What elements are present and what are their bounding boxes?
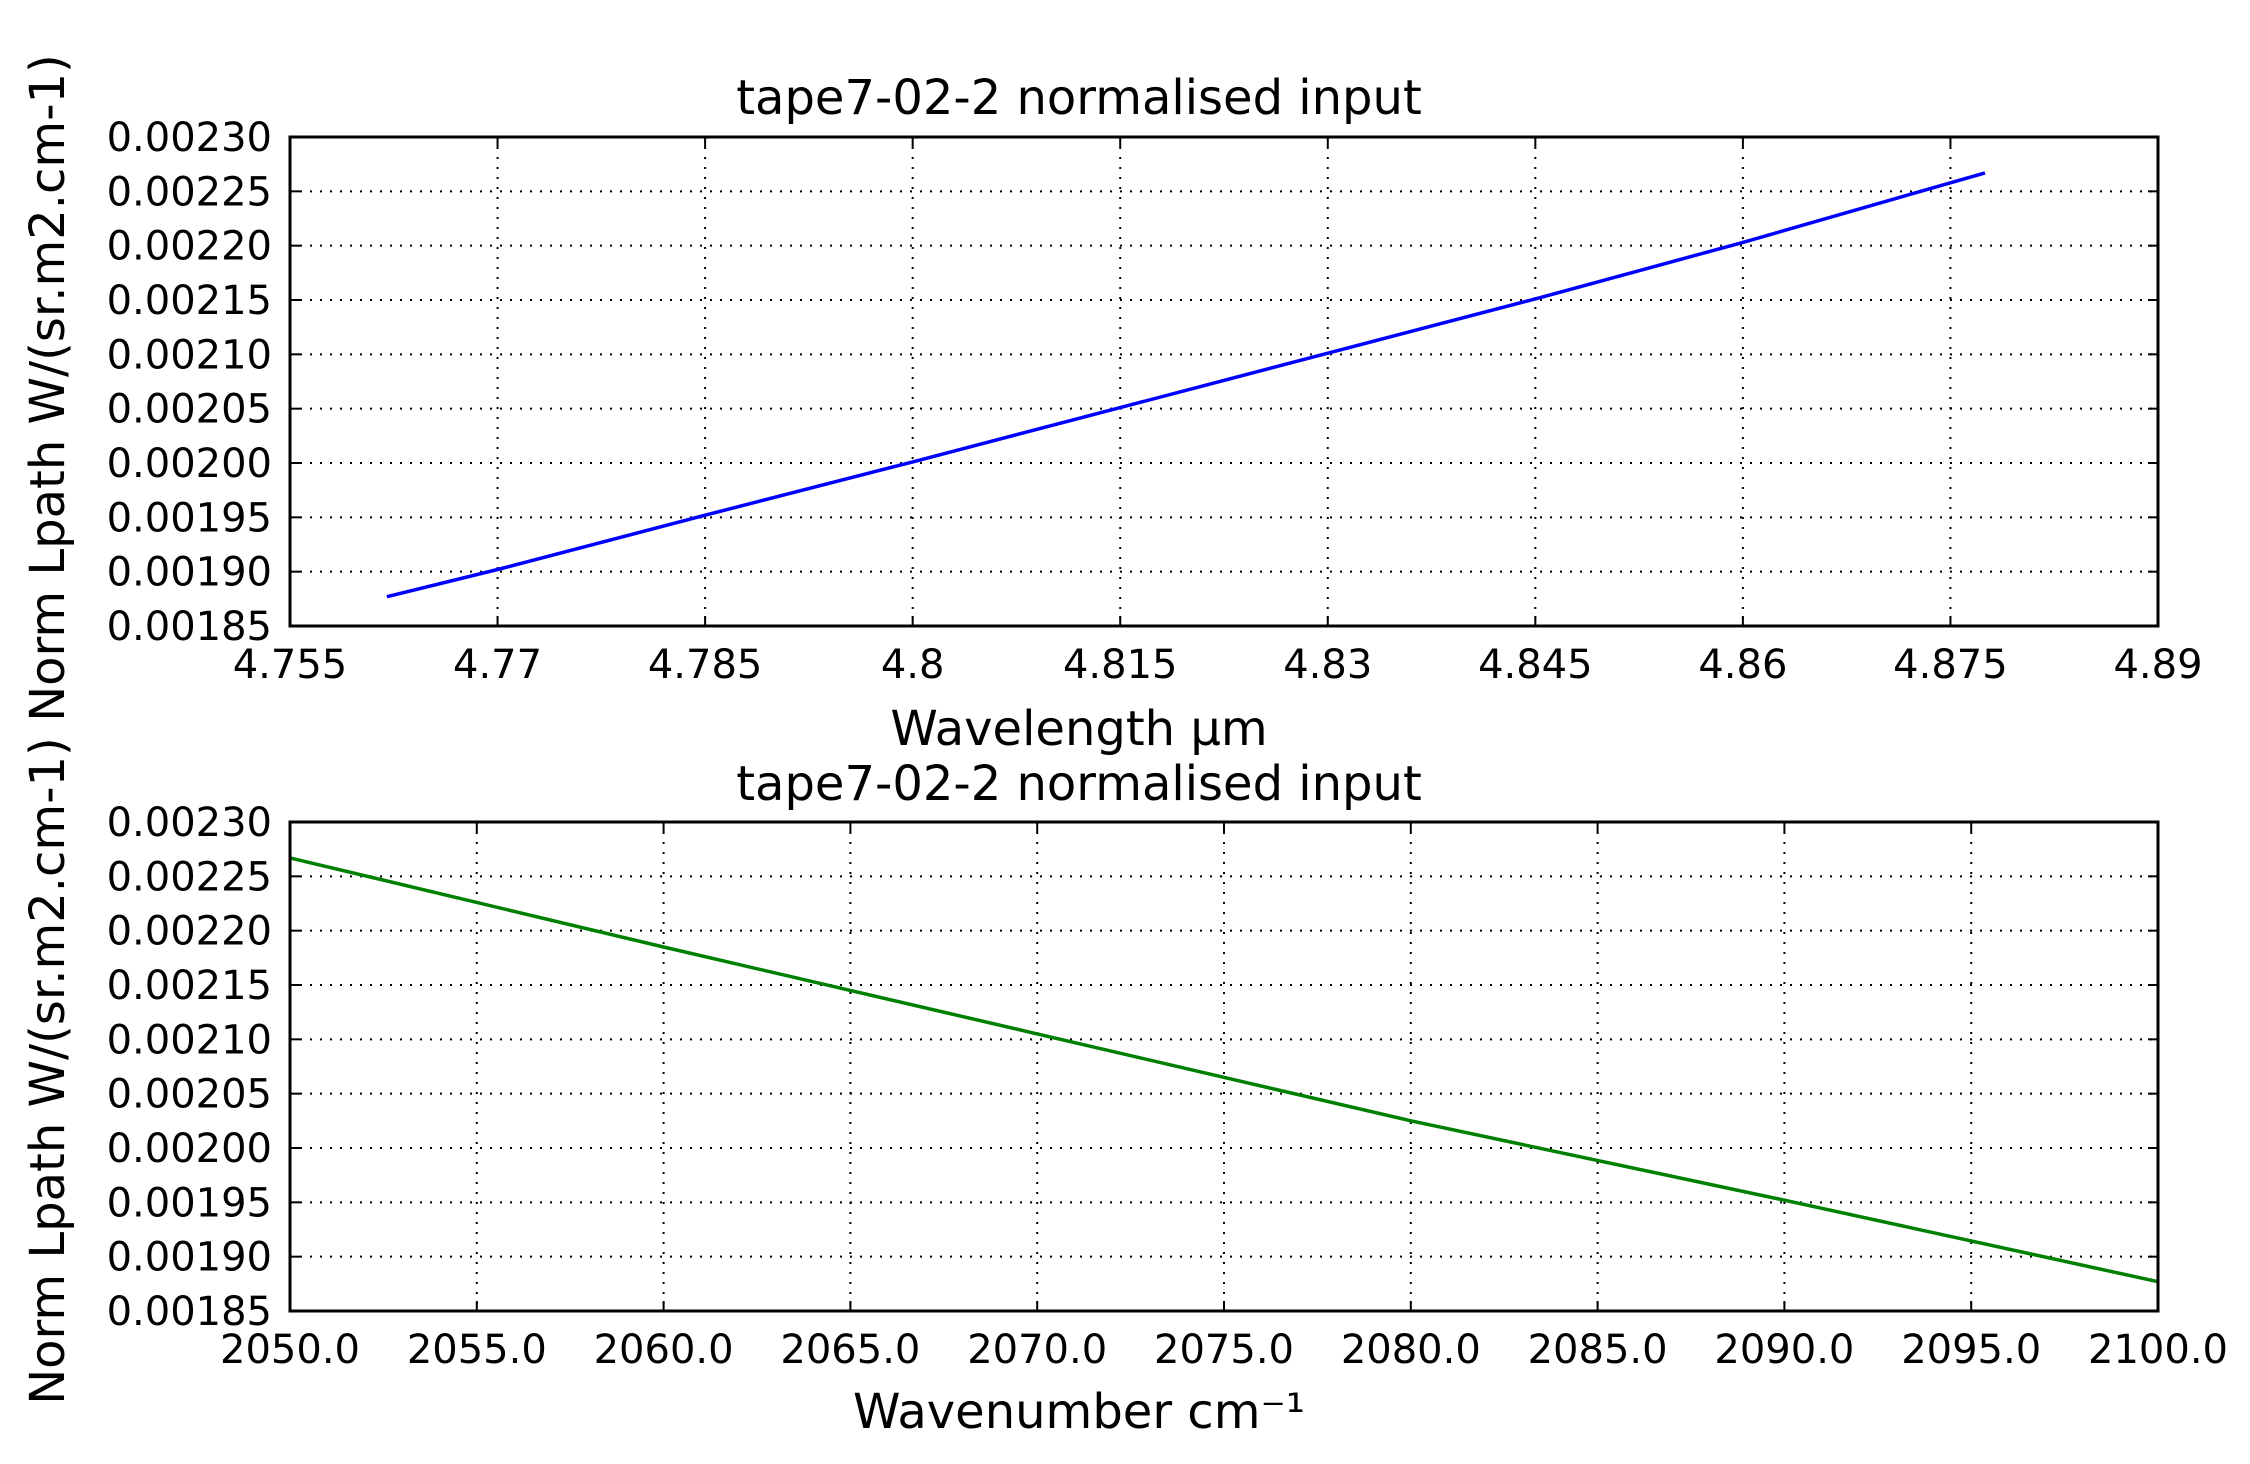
x-tick-label: 4.755 — [233, 642, 348, 688]
grid-lines — [290, 137, 2158, 626]
x-tick-label: 4.83 — [1283, 642, 1372, 688]
top-chart-wavelength: tape7-02-2 normalised input Wavelength μ… — [20, 54, 2203, 757]
x-tick-label: 4.785 — [648, 642, 763, 688]
axis-ticks: 4.755 4.77 4.785 4.8 4.815 4.83 4.845 4.86 4.875… — [107, 115, 2203, 688]
y-tick-label: 0.00185 — [107, 1289, 272, 1335]
x-tick-label: 2055.0 — [407, 1327, 547, 1373]
x-tick-label: 2065.0 — [780, 1327, 920, 1373]
y-tick-label: 0.00215 — [107, 278, 272, 324]
x-tick-label: 2100.0 — [2088, 1327, 2228, 1373]
plot-frame — [288, 135, 2160, 628]
axis-ticks: 2050.0 2055.0 2060.0 2065.0 2070.0 2075.0 2080… — [107, 800, 2228, 1373]
x-tick-label: 4.89 — [2113, 642, 2202, 688]
x-tick-label: 2060.0 — [594, 1327, 734, 1373]
y-tick-label: 0.00185 — [107, 604, 272, 650]
x-tick-label: 2090.0 — [1714, 1327, 1854, 1373]
x-tick-label: 4.845 — [1478, 642, 1593, 688]
x-tick-label: 2085.0 — [1528, 1327, 1668, 1373]
y-tick-label: 0.00225 — [107, 854, 272, 900]
y-tick-label: 0.00195 — [107, 1180, 272, 1226]
y-tick-label: 0.00225 — [107, 169, 272, 215]
series-lines — [386, 171, 1986, 599]
chart-title: tape7-02-2 normalised input — [736, 70, 1422, 126]
y-tick-label: 0.00205 — [107, 387, 272, 433]
x-tick-label: 2050.0 — [220, 1327, 360, 1373]
y-tick-label: 0.00200 — [107, 1126, 272, 1172]
series-line — [386, 171, 1986, 599]
x-tick-label: 4.875 — [1893, 642, 2008, 688]
x-tick-label: 4.86 — [1698, 642, 1787, 688]
chart-title: tape7-02-2 normalised input — [736, 756, 1422, 812]
y-tick-label: 0.00205 — [107, 1072, 272, 1118]
y-axis-label: Norm Lpath W/(sr.m2.cm-1) — [20, 737, 76, 1405]
y-tick-label: 0.00220 — [107, 224, 272, 270]
y-tick-label: 0.00190 — [107, 550, 272, 596]
y-tick-label: 0.00200 — [107, 441, 272, 487]
x-tick-label: 4.8 — [881, 642, 945, 688]
y-tick-label: 0.00210 — [107, 1017, 272, 1063]
y-tick-label: 0.00220 — [107, 909, 272, 955]
y-tick-label: 0.00230 — [107, 800, 272, 846]
y-tick-label: 0.00230 — [107, 115, 272, 161]
x-tick-label: 2075.0 — [1154, 1327, 1294, 1373]
bottom-chart-wavenumber: tape7-02-2 normalised input Wavenumber c… — [20, 737, 2228, 1440]
x-axis-label: Wavelength μm — [890, 701, 1267, 757]
x-tick-label: 4.815 — [1063, 642, 1178, 688]
y-tick-label: 0.00190 — [107, 1235, 272, 1281]
y-axis-label: Norm Lpath W/(sr.m2.cm-1) — [20, 54, 76, 722]
y-tick-label: 0.00215 — [107, 963, 272, 1009]
y-tick-label: 0.00210 — [107, 332, 272, 378]
y-tick-label: 0.00195 — [107, 495, 272, 541]
series-lines — [289, 856, 2159, 1284]
x-tick-label: 2070.0 — [967, 1327, 1107, 1373]
series-line — [289, 856, 2159, 1284]
x-tick-label: 2095.0 — [1901, 1327, 2041, 1373]
x-tick-label: 2080.0 — [1341, 1327, 1481, 1373]
x-axis-label: Wavenumber cm⁻¹ — [853, 1384, 1305, 1440]
plot-frame — [288, 820, 2160, 1313]
x-tick-label: 4.77 — [453, 642, 542, 688]
